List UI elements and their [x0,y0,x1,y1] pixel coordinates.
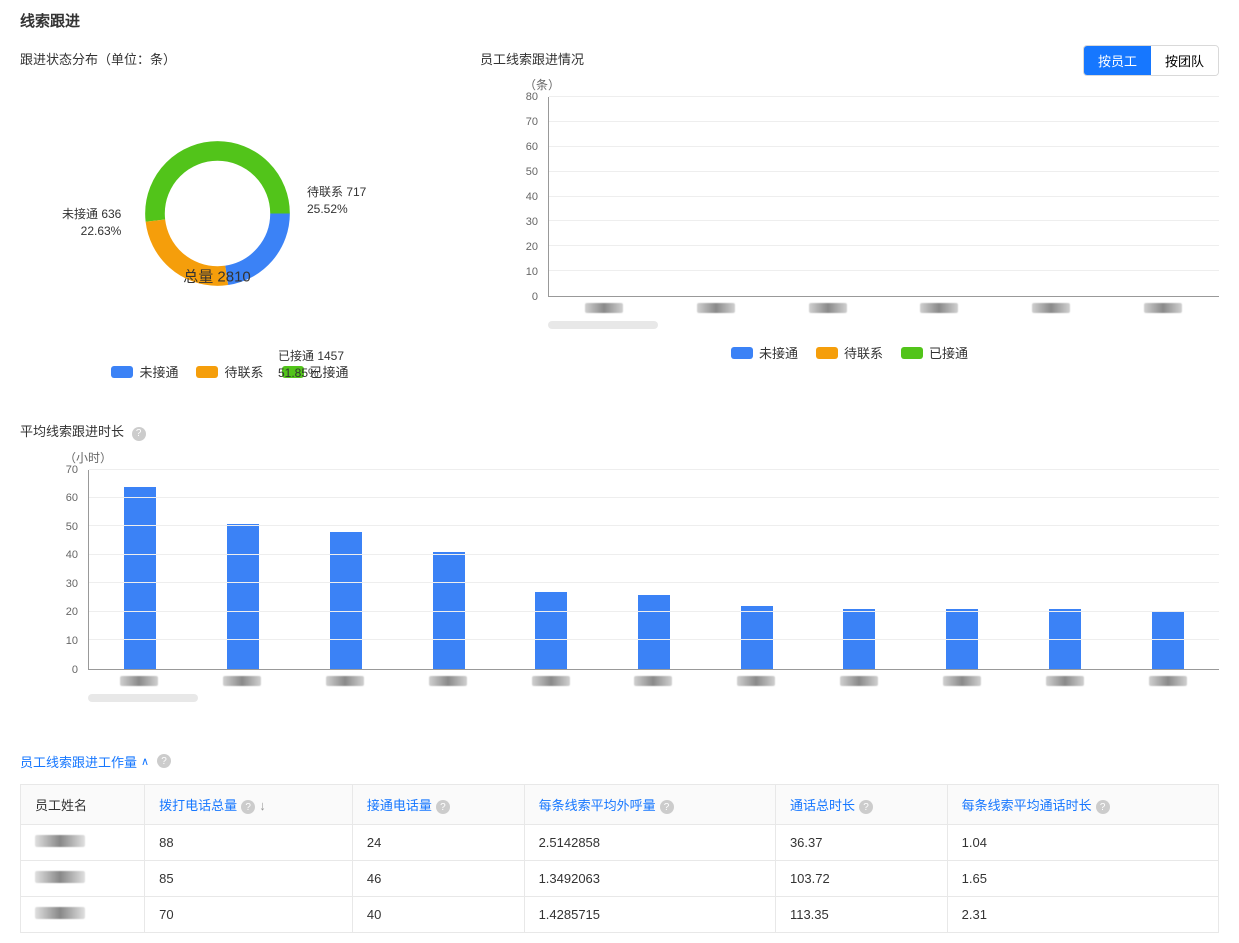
avg-bar[interactable] [227,524,259,669]
avg-bar[interactable] [330,532,362,668]
cell-name [21,861,145,897]
x-label-redacted [223,676,261,686]
cell-avg_outbound_per_lead: 2.5142858 [524,825,775,861]
x-label-redacted [840,676,878,686]
page-title: 线索跟进 [20,10,1219,31]
col-name: 员工姓名 [21,784,145,825]
donut-center-label: 总量 2810 [183,266,251,287]
x-label-redacted [326,676,364,686]
help-icon[interactable]: ? [1096,800,1110,814]
avg-y-unit: （小时） [64,449,1219,466]
x-label-redacted [1144,303,1182,313]
cell-name [21,897,145,933]
help-icon[interactable]: ? [132,427,146,441]
collapse-icon: ∧ [141,755,149,768]
help-icon[interactable]: ? [859,800,873,814]
stacked-y-unit: （条） [524,76,1219,93]
avg-bar[interactable] [741,606,773,669]
cell-connected_calls: 40 [352,897,524,933]
avg-chart: 010203040506070 [50,470,1219,690]
cell-avg_talk_per_lead: 1.65 [947,861,1218,897]
x-label-redacted [634,676,672,686]
x-label-redacted [737,676,775,686]
x-label-redacted [120,676,158,686]
cell-name [21,825,145,861]
table-row: 88242.514285836.371.04 [21,825,1219,861]
x-label-redacted [1032,303,1070,313]
help-icon[interactable]: ? [241,800,255,814]
stacked-chart: 01020304050607080 [510,97,1219,317]
toggle-by-employee[interactable]: 按员工 [1084,46,1151,75]
help-icon[interactable]: ? [436,800,450,814]
donut-callout-not-connected: 未接通 636 22.63% [62,206,121,240]
x-label-redacted [809,303,847,313]
sort-arrow-icon: ↓ [259,798,266,813]
cell-connected_calls: 24 [352,825,524,861]
cell-total_talk: 36.37 [775,825,947,861]
col-avg_outbound_per_lead[interactable]: 每条线索平均外呼量? [524,784,775,825]
x-label-redacted [532,676,570,686]
table-row: 85461.3492063103.721.65 [21,861,1219,897]
table-title[interactable]: 员工线索跟进工作量 ∧ ? [20,752,171,771]
stacked-bar-panel: 员工线索跟进情况 按员工 按团队 （条） 01020304050607080 未… [480,49,1219,381]
x-label-redacted [429,676,467,686]
cell-connected_calls: 46 [352,861,524,897]
cell-total_calls: 70 [145,897,353,933]
table-row: 70401.4285715113.352.31 [21,897,1219,933]
cell-avg_outbound_per_lead: 1.4285715 [524,897,775,933]
col-avg_talk_per_lead[interactable]: 每条线索平均通话时长? [947,784,1218,825]
workload-table: 员工姓名拨打电话总量?↓接通电话量?每条线索平均外呼量?通话总时长?每条线索平均… [20,784,1219,934]
donut-callout-connected: 已接通 1457 51.85% [278,348,344,382]
help-icon[interactable]: ? [660,800,674,814]
cell-total_talk: 113.35 [775,897,947,933]
x-label-redacted [697,303,735,313]
workload-table-panel: 员工线索跟进工作量 ∧ ? 员工姓名拨打电话总量?↓接通电话量?每条线索平均外呼… [20,752,1219,934]
redacted-name [35,871,85,883]
avg-duration-panel: 平均线索跟进时长 ? （小时） 010203040506070 [20,421,1219,702]
stacked-scrollbar[interactable] [548,321,658,329]
x-label-redacted [1046,676,1084,686]
cell-avg_talk_per_lead: 1.04 [947,825,1218,861]
cell-total_calls: 85 [145,861,353,897]
redacted-name [35,907,85,919]
x-label-redacted [585,303,623,313]
stacked-legend: 未接通 待联系 已接通 [480,343,1219,362]
cell-avg_outbound_per_lead: 1.3492063 [524,861,775,897]
donut-legend: 未接通 待联系 已接通 [20,362,440,381]
x-label-redacted [943,676,981,686]
col-total_calls[interactable]: 拨打电话总量?↓ [145,784,353,825]
avg-bar[interactable] [1152,612,1184,669]
redacted-name [35,835,85,847]
x-label-redacted [1149,676,1187,686]
help-icon[interactable]: ? [157,754,171,768]
avg-title: 平均线索跟进时长 ? [20,421,1219,441]
donut-callout-pending: 待联系 717 25.52% [307,184,366,218]
avg-scrollbar[interactable] [88,694,198,702]
col-total_talk[interactable]: 通话总时长? [775,784,947,825]
cell-total_calls: 88 [145,825,353,861]
cell-avg_talk_per_lead: 2.31 [947,897,1218,933]
x-label-redacted [920,303,958,313]
avg-bar[interactable] [638,595,670,669]
avg-bar[interactable] [124,487,156,669]
cell-total_talk: 103.72 [775,861,947,897]
avg-bar[interactable] [535,592,567,669]
view-toggle: 按员工 按团队 [1083,45,1219,76]
donut-panel: 跟进状态分布（单位：条） 总量 2810 未接通 636 22.63% 待联系 … [20,49,440,381]
donut-title: 跟进状态分布（单位：条） [20,49,440,68]
col-connected_calls[interactable]: 接通电话量? [352,784,524,825]
toggle-by-team[interactable]: 按团队 [1151,46,1218,75]
